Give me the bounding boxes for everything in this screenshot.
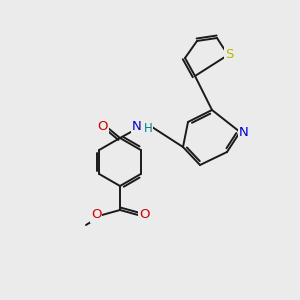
Text: O: O	[139, 208, 149, 221]
Text: O: O	[98, 121, 108, 134]
Text: N: N	[132, 121, 142, 134]
Text: H: H	[144, 122, 152, 136]
Text: S: S	[225, 49, 233, 62]
Text: O: O	[91, 208, 101, 221]
Text: N: N	[239, 125, 249, 139]
